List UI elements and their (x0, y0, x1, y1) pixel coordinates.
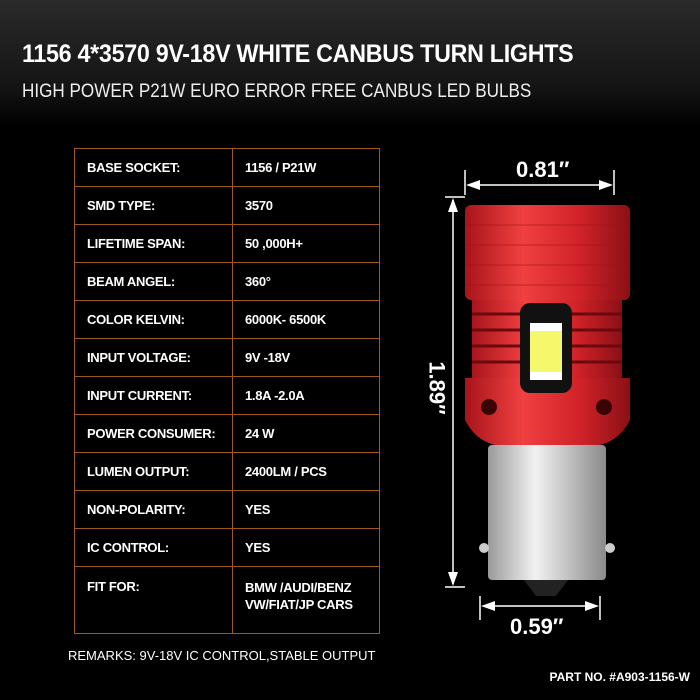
spec-row: LIFETIME SPAN: 50 ,000H+ (74, 224, 380, 263)
spec-value: 3570 (232, 186, 380, 225)
spec-label: BEAM ANGEL: (74, 262, 233, 301)
spec-value: 360° (232, 262, 380, 301)
spec-row: BASE SOCKET: 1156 / P21W (74, 148, 380, 187)
spec-label: POWER CONSUMER: (74, 414, 233, 453)
spec-value: YES (232, 528, 380, 567)
bulb-body (465, 205, 630, 445)
spec-value: BMW /AUDI/BENZ VW/FIAT/JP CARS (232, 566, 380, 634)
page-title: 1156 4*3570 9V-18V WHITE CANBUS TURN LIG… (22, 40, 574, 68)
dimension-lines (445, 170, 615, 620)
spec-row: BEAM ANGEL: 360° (74, 262, 380, 301)
spec-value: 50 ,000H+ (232, 224, 380, 263)
base-width-dimension: 0.59″ (510, 614, 564, 639)
spec-table: BASE SOCKET: 1156 / P21W SMD TYPE: 3570 LIFE… (74, 148, 380, 634)
spec-label: NON-POLARITY: (74, 490, 233, 529)
spec-label: INPUT VOLTAGE: (74, 338, 233, 377)
bulb-base (479, 445, 615, 596)
spec-row: INPUT VOLTAGE: 9V -18V (74, 338, 380, 377)
remarks: REMARKS: 9V-18V IC CONTROL,STABLE OUTPUT (68, 648, 376, 663)
spec-row: FIT FOR: BMW /AUDI/BENZ VW/FIAT/JP CARS (74, 566, 380, 634)
part-number: PART NO. #A903-1156-W (549, 670, 691, 684)
spec-value: 24 W (232, 414, 380, 453)
spec-label: LIFETIME SPAN: (74, 224, 233, 263)
spec-row: NON-POLARITY: YES (74, 490, 380, 529)
spec-value: 6000K- 6500K (232, 300, 380, 339)
spec-value: 2400LM / PCS (232, 452, 380, 491)
spec-label: LUMEN OUTPUT: (74, 452, 233, 491)
spec-row: POWER CONSUMER: 24 W (74, 414, 380, 453)
height-dimension: 1.89″ (424, 361, 450, 415)
spec-row: LUMEN OUTPUT: 2400LM / PCS (74, 452, 380, 491)
spec-label: BASE SOCKET: (74, 148, 233, 187)
spec-value: 1156 / P21W (232, 148, 380, 187)
spec-row: SMD TYPE: 3570 (74, 186, 380, 225)
spec-label: SMD TYPE: (74, 186, 233, 225)
page-subtitle: HIGH POWER P21W EURO ERROR FREE CANBUS L… (22, 81, 532, 102)
header-banner (0, 0, 700, 125)
top-width-dimension: 0.81″ (516, 157, 570, 182)
spec-value: 9V -18V (232, 338, 380, 377)
